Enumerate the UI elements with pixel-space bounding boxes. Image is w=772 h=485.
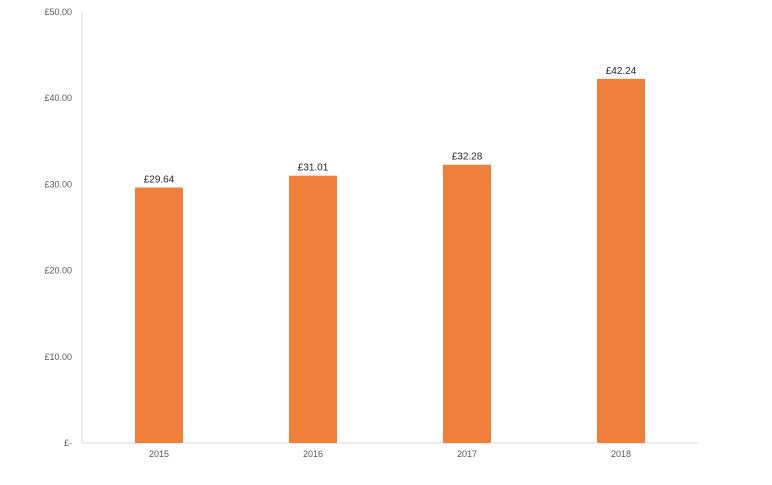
bar-2015 bbox=[135, 187, 183, 443]
y-tick-label: £- bbox=[64, 438, 72, 448]
bar-2016 bbox=[289, 175, 337, 444]
data-label-2015: £29.64 bbox=[144, 175, 175, 186]
data-labels: £29.64 £31.01 £32.28 £42.24 bbox=[144, 66, 637, 186]
y-tick-label: £20.00 bbox=[44, 266, 72, 276]
bar-2018 bbox=[597, 78, 645, 443]
data-label-2017: £32.28 bbox=[452, 152, 483, 163]
x-axis: 2015 2016 2017 2018 bbox=[82, 442, 698, 459]
x-tick-label-2016: 2016 bbox=[303, 449, 323, 459]
y-axis: £- £10.00 £20.00 £30.00 £40.00 £50.00 bbox=[44, 7, 83, 448]
data-label-2016: £31.01 bbox=[298, 163, 329, 174]
y-tick-label: £10.00 bbox=[44, 352, 72, 362]
y-tick-label: £50.00 bbox=[44, 7, 72, 17]
data-label-2018: £42.24 bbox=[606, 66, 637, 77]
y-tick-label: £40.00 bbox=[44, 93, 72, 103]
x-tick-label-2018: 2018 bbox=[611, 449, 631, 459]
x-tick-label-2015: 2015 bbox=[149, 449, 169, 459]
bars bbox=[135, 78, 645, 444]
bar-2017 bbox=[443, 164, 491, 443]
x-tick-label-2017: 2017 bbox=[457, 449, 477, 459]
y-tick-label: £30.00 bbox=[44, 179, 72, 189]
